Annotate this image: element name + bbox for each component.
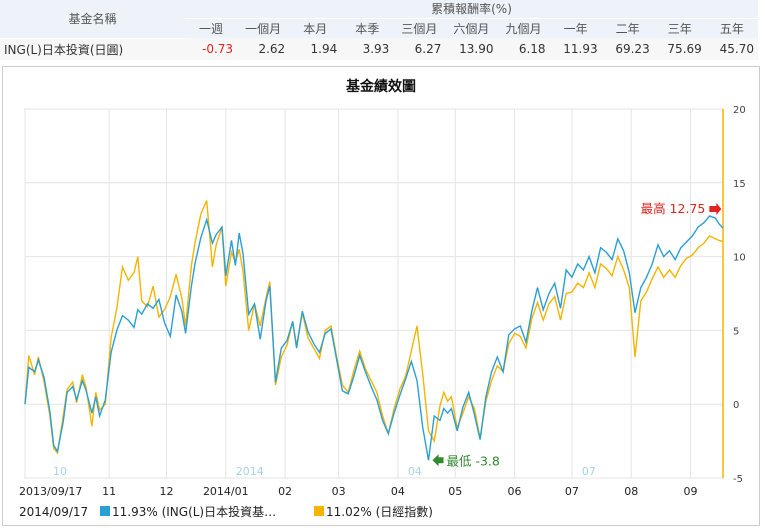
performance-chart: 基金績效圖 20 15 10 5 0 -5 2013/09/17 11 12 2014/01 02 0… [19,78,746,519]
legend-date: 2014/09/17 [19,505,88,519]
period-header: 本月 [303,21,328,36]
legend-label-1: 11.02% (日經指數) [326,504,433,519]
fund-name-header: 基金名稱 [0,0,185,39]
legend-swatch-1 [314,506,324,516]
return-value-cell: 75.69 [667,42,702,56]
return-value-cell: -0.73 [202,42,234,56]
x-tick-label: 12 [160,485,174,498]
x-tick-label: 2013/09/17 [19,485,82,498]
period-header-row: 一週 一個月 本月 本季 三個月 六個月 九個月 一年 二年 三年 五年 [0,18,758,38]
watermark-label: 2014 [236,465,264,478]
return-value-cell: 11.93 [563,42,598,56]
x-tick-label: 11 [102,485,116,498]
x-tick-label: 04 [391,485,405,498]
x-tick-label: 06 [508,485,522,498]
series-line-0 [24,215,724,461]
return-value-cell: 6.27 [414,42,442,56]
y-tick-label: 5 [733,326,739,337]
period-header: 一個月 [245,21,282,36]
period-header: 三年 [667,21,692,36]
x-tick-label: 08 [624,485,638,498]
legend-swatch-0 [100,506,110,516]
y-tick-label: 0 [733,400,739,411]
return-value-cell: 6.18 [518,42,546,56]
return-value-cell: 45.70 [719,42,754,56]
plot-area [24,108,724,479]
watermark-label: 10 [53,465,67,478]
return-value-cell: 3.93 [362,42,390,56]
x-tick-label: 2014/01 [203,485,249,498]
legend-label-0: 11.93% (ING(L)日本投資基… [112,504,276,519]
period-header: 一年 [563,21,588,36]
x-tick-label: 09 [683,485,697,498]
y-tick-label: 20 [733,105,746,116]
fund-name-cell: ING(L)日本投資(日圓) [4,42,124,57]
watermark-label: 04 [408,465,422,478]
chart-panel: 基金績效圖 20 15 10 5 0 -5 2013/09/17 11 12 2014/01 02 0… [2,66,760,526]
series-line-1 [24,200,724,455]
period-header: 本季 [355,21,380,36]
max-arrow-icon [709,203,722,216]
table-row: ING(L)日本投資(日圓) -0.73 2.62 1.94 3.93 6.27 13.9… [0,38,758,60]
period-header: 六個月 [453,21,490,36]
period-header: 五年 [719,21,744,36]
watermark-label: 07 [582,465,596,478]
max-annotation: 最高 12.75 [641,201,706,216]
y-tick-label: 10 [733,253,746,264]
chart-title: 基金績效圖 [346,78,416,95]
period-header: 九個月 [505,21,542,36]
period-header: 二年 [615,21,640,36]
min-arrow-icon [432,454,444,467]
y-tick-label: 15 [733,179,746,190]
x-tick-label: 03 [332,485,346,498]
return-value-cell: 69.23 [615,42,650,56]
performance-table: 基金名稱 累積報酬率(%) 一週 一個月 本月 本季 三個月 六個月 九個月 一年 二年 三年 五年… [0,0,758,60]
min-annotation: 最低 -3.8 [447,453,500,468]
return-value-cell: 13.90 [459,42,494,56]
period-header: 一週 [199,21,224,36]
return-value-cell: 2.62 [258,42,286,56]
x-tick-label: 05 [448,485,462,498]
return-value-cell: 1.94 [310,42,338,56]
x-tick-label: 02 [278,485,292,498]
period-header: 三個月 [401,21,438,36]
x-tick-label: 07 [565,485,579,498]
cumulative-return-header: 累積報酬率(%) [185,0,758,19]
y-tick-label: -5 [733,474,743,485]
table-group-header-row: 基金名稱 累積報酬率(%) [0,0,758,39]
